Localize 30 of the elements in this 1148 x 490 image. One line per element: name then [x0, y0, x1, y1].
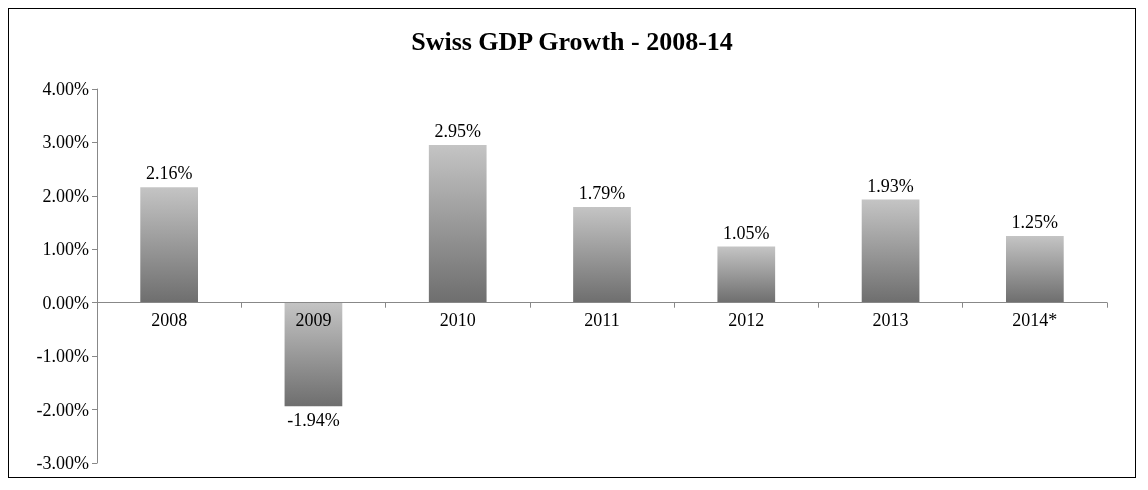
bar: [1006, 235, 1064, 303]
data-label: -1.94%: [287, 410, 340, 431]
x-tick-label: 2010: [439, 309, 476, 330]
x-tick-label: 2013: [872, 309, 909, 330]
bar: [717, 246, 776, 303]
y-tick-label: 4.00%: [42, 79, 89, 99]
y-tick-label: 0.00%: [42, 292, 89, 313]
y-tick-label: 2.00%: [42, 185, 89, 206]
bar: [284, 302, 343, 407]
x-tick-label: 2009: [295, 309, 332, 330]
y-tick-label: -2.00%: [36, 399, 89, 420]
bar: [861, 199, 920, 303]
y-tick-label: 1.00%: [42, 239, 89, 260]
y-tick-label: -3.00%: [36, 453, 89, 473]
chart-title: Swiss GDP Growth - 2008-14: [411, 26, 733, 56]
x-tick-label: 2012: [728, 309, 765, 330]
bar: [140, 187, 198, 303]
y-tick-label: 3.00%: [42, 132, 89, 153]
y-tick-label: -1.00%: [36, 346, 89, 367]
bar: [428, 145, 487, 303]
x-tick-label: 2008: [151, 309, 188, 330]
data-label: 1.79%: [578, 183, 626, 204]
data-label: 1.25%: [1011, 211, 1059, 232]
x-tick-label: 2011: [584, 309, 620, 330]
data-label: 1.93%: [867, 175, 914, 196]
bar: [573, 207, 631, 303]
data-label: 2.16%: [145, 163, 193, 184]
x-tick-label: 2014*: [1012, 309, 1058, 330]
data-label: 1.05%: [723, 222, 770, 243]
data-label: 2.95%: [434, 121, 481, 142]
